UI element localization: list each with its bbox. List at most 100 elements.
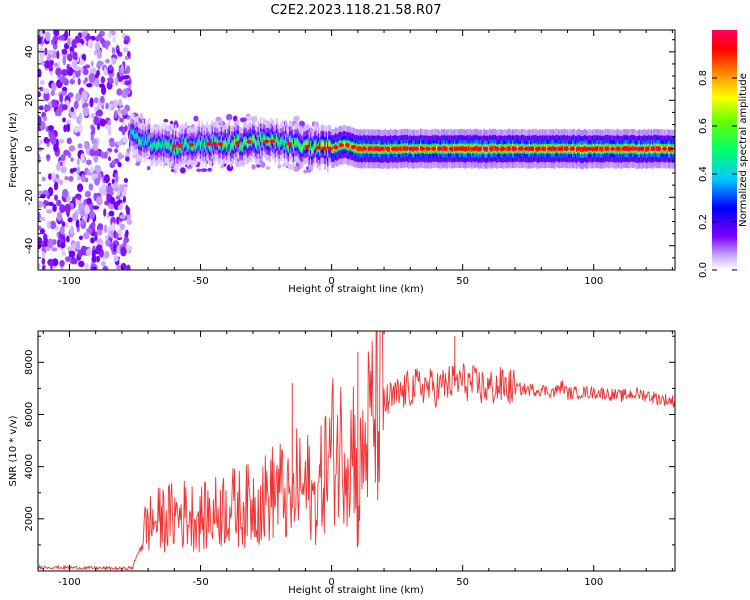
noise-cell [61, 250, 67, 257]
ridge-cell [174, 141, 177, 147]
ridge-cell [163, 146, 165, 151]
noise-cell [49, 59, 54, 67]
noise-cell [38, 115, 42, 125]
noise-cell [52, 35, 59, 42]
ridge-cell [321, 141, 324, 147]
ridge-cell [148, 134, 151, 140]
noise-cell [53, 30, 60, 37]
noise-cell [61, 48, 68, 55]
ridge-cell [157, 141, 160, 147]
noise-cell [111, 178, 115, 185]
noise-cell [50, 39, 55, 45]
noise-cell [91, 255, 97, 263]
ridge-peak [662, 146, 668, 151]
noise-cell [73, 100, 79, 110]
ridge-cell [522, 145, 524, 151]
ridge-peak [171, 144, 177, 149]
noise-cell [52, 203, 57, 213]
noise-cell [50, 99, 58, 108]
noise-cell [116, 216, 120, 225]
noise-cell [109, 230, 114, 239]
noise-cell [43, 238, 49, 247]
noise-cell [47, 201, 54, 207]
ridge-cell [134, 133, 136, 139]
ridge-peak [327, 146, 333, 151]
noise-cell [98, 83, 105, 88]
ridge-cell [170, 144, 173, 150]
ridge-cell [354, 146, 357, 151]
noise-cell [94, 77, 100, 88]
noise-cell [80, 66, 84, 73]
spectrogram-ytick-label: -40 [24, 238, 35, 254]
noise-cell [90, 60, 94, 67]
noise-cell [61, 221, 66, 228]
noise-cell [67, 217, 73, 223]
ridge-peak [379, 146, 385, 151]
ridge-cell [366, 145, 368, 151]
noise-cell [80, 31, 88, 38]
ridge-cell [152, 142, 155, 148]
ridge-peak [390, 146, 396, 151]
ridge-cell [344, 141, 346, 147]
ridge-cell [271, 136, 274, 142]
ridge-cell [254, 141, 257, 146]
noise-cell [123, 88, 131, 95]
noise-cell [115, 264, 122, 270]
ridge-cell [232, 142, 235, 148]
noise-cell [41, 250, 45, 258]
noise-cell [104, 235, 109, 240]
ridge-peak [517, 146, 523, 151]
noise-cell [38, 91, 41, 98]
ridge-cell [551, 146, 553, 152]
ridge-peak [350, 145, 356, 150]
ridge-cell [464, 147, 467, 152]
noise-cell [100, 151, 105, 159]
ridge-peak [523, 146, 529, 151]
ridge-peak [396, 146, 402, 151]
snr-xtick-label: 50 [456, 577, 469, 588]
noise-cell [72, 51, 77, 60]
ridge-cell [319, 148, 321, 154]
ridge-cell [303, 142, 305, 148]
colorbar-ticks: 0.0 0.2 0.4 0.6 0.8 [698, 70, 737, 278]
noise-cell [48, 173, 52, 180]
noise-cell [56, 199, 62, 207]
ridge-cell [258, 143, 261, 148]
ridge-cell [579, 147, 582, 152]
noise-cell [75, 92, 82, 102]
noise-cell [71, 114, 78, 120]
noise-cell [78, 260, 85, 268]
noise-cell [103, 67, 108, 77]
noise-cell [58, 138, 65, 144]
noise-cell [66, 64, 70, 72]
ridge-peak [489, 146, 495, 151]
ridge-cell [637, 146, 640, 152]
ridge-cell [215, 138, 218, 144]
noise-cell [94, 42, 101, 51]
noise-cell [38, 36, 42, 45]
ridge-cell [649, 146, 651, 152]
spectrogram-xtick-label: 100 [584, 276, 603, 287]
ridge-cell [305, 141, 308, 147]
noise-cell [94, 178, 101, 186]
ridge-cell [270, 134, 273, 140]
speckle-cell [139, 113, 144, 120]
ridge-cell [298, 141, 300, 147]
ridge-cell [279, 139, 282, 145]
ridge-cell [131, 130, 134, 135]
spectrogram-ytick-label: 40 [24, 45, 35, 58]
noise-cell [91, 138, 98, 145]
ridge-cell [224, 140, 227, 145]
noise-cell [52, 42, 58, 50]
ridge-cell [309, 142, 312, 148]
ridge-peak [442, 146, 448, 151]
ridge-cell [210, 145, 212, 151]
noise-cell [89, 149, 96, 157]
noise-cell [86, 227, 93, 233]
noise-cell [110, 216, 116, 226]
speckle-cell [179, 167, 186, 174]
noise-cell [113, 243, 117, 253]
ridge-cell [328, 141, 330, 147]
ridge-peak [569, 146, 575, 151]
noise-cell [117, 204, 123, 210]
